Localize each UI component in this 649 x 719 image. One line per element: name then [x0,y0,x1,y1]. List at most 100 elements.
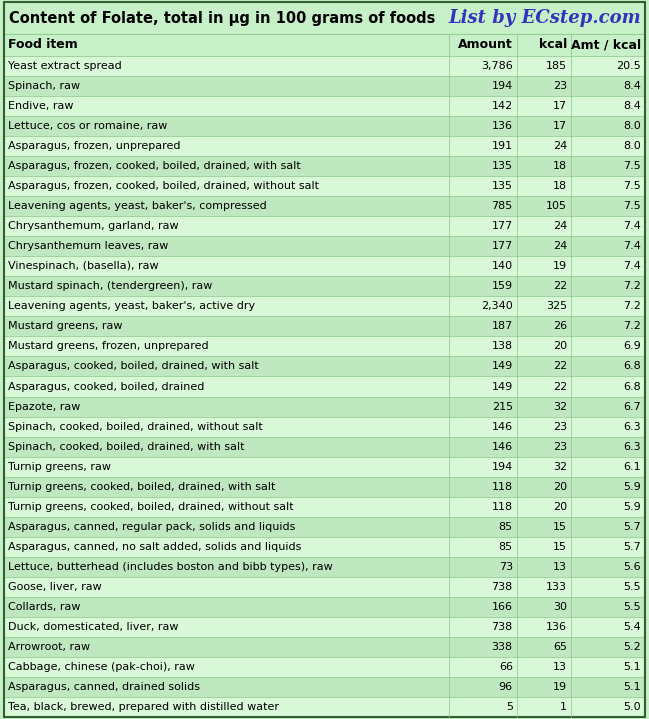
Bar [4,96,645,116]
Text: Mustard spinach, (tendergreen), raw: Mustard spinach, (tendergreen), raw [8,281,212,291]
Text: 146: 146 [492,441,513,452]
Text: 142: 142 [491,101,513,111]
Text: Goose, liver, raw: Goose, liver, raw [8,582,102,592]
Text: 5.6: 5.6 [624,562,641,572]
Bar [4,436,645,457]
Bar [4,577,645,597]
Text: Collards, raw: Collards, raw [8,602,80,612]
Text: Leavening agents, yeast, baker's, compressed: Leavening agents, yeast, baker's, compre… [8,201,267,211]
Bar [4,136,645,156]
Text: 7.5: 7.5 [623,201,641,211]
Bar [4,256,645,276]
Text: 5.7: 5.7 [623,541,641,551]
Text: 22: 22 [553,362,567,372]
Bar [4,477,645,497]
Text: 30: 30 [554,602,567,612]
Text: 185: 185 [546,61,567,71]
Text: 65: 65 [554,642,567,652]
Text: 24: 24 [553,221,567,232]
Text: 105: 105 [546,201,567,211]
Bar [4,677,645,697]
Text: Asparagus, cooked, boiled, drained: Asparagus, cooked, boiled, drained [8,382,204,392]
Text: 32: 32 [553,462,567,472]
Text: 85: 85 [498,541,513,551]
Text: Spinach, cooked, boiled, drained, with salt: Spinach, cooked, boiled, drained, with s… [8,441,245,452]
Text: 149: 149 [491,382,513,392]
Text: 13: 13 [554,662,567,672]
Text: 6.7: 6.7 [623,401,641,411]
Text: 135: 135 [492,181,513,191]
Text: 194: 194 [491,462,513,472]
Text: 85: 85 [498,522,513,532]
Text: 166: 166 [492,602,513,612]
Text: Amount: Amount [458,39,513,52]
Bar [4,336,645,357]
Text: 3,786: 3,786 [481,61,513,71]
Text: 133: 133 [546,582,567,592]
Bar [4,597,645,617]
Text: Amt / kcal: Amt / kcal [571,39,641,52]
Bar [4,517,645,536]
Bar [4,34,645,56]
Text: 5.2: 5.2 [623,642,641,652]
Text: Mustard greens, raw: Mustard greens, raw [8,321,123,331]
Text: Turnip greens, cooked, boiled, drained, with salt: Turnip greens, cooked, boiled, drained, … [8,482,275,492]
Text: 6.1: 6.1 [624,462,641,472]
Bar [4,296,645,316]
Bar [4,637,645,657]
Text: Lettuce, butterhead (includes boston and bibb types), raw: Lettuce, butterhead (includes boston and… [8,562,333,572]
Text: 15: 15 [554,541,567,551]
Text: 6.8: 6.8 [623,382,641,392]
Text: 17: 17 [553,101,567,111]
Text: 1: 1 [560,702,567,712]
Text: 146: 146 [492,421,513,431]
Text: Asparagus, canned, regular pack, solids and liquids: Asparagus, canned, regular pack, solids … [8,522,295,532]
Text: Arrowroot, raw: Arrowroot, raw [8,642,90,652]
Text: 8.4: 8.4 [623,81,641,91]
Text: 325: 325 [546,301,567,311]
Text: 136: 136 [546,622,567,632]
Text: Chrysanthemum leaves, raw: Chrysanthemum leaves, raw [8,242,168,251]
Text: 8.0: 8.0 [623,141,641,151]
Text: 20: 20 [553,482,567,492]
Bar [4,416,645,436]
Text: 7.5: 7.5 [623,161,641,171]
Text: 191: 191 [492,141,513,151]
Text: 5.9: 5.9 [623,482,641,492]
Bar [4,377,645,396]
Text: 73: 73 [498,562,513,572]
Text: 22: 22 [553,281,567,291]
Text: 7.4: 7.4 [623,242,641,251]
Text: 5.9: 5.9 [623,502,641,512]
Text: 6.9: 6.9 [623,342,641,352]
Text: 13: 13 [554,562,567,572]
Text: 5.5: 5.5 [624,582,641,592]
Text: 24: 24 [553,141,567,151]
Text: Food item: Food item [8,39,78,52]
Text: 2,340: 2,340 [481,301,513,311]
Text: 135: 135 [492,161,513,171]
Text: 5.1: 5.1 [624,682,641,692]
Bar [4,657,645,677]
Text: 8.0: 8.0 [623,121,641,131]
Text: 20.5: 20.5 [617,61,641,71]
Text: 5.7: 5.7 [623,522,641,532]
Text: 138: 138 [492,342,513,352]
Text: 140: 140 [492,261,513,271]
Bar [4,56,645,76]
Text: 18: 18 [553,161,567,171]
Text: Mustard greens, frozen, unprepared: Mustard greens, frozen, unprepared [8,342,208,352]
Text: 66: 66 [499,662,513,672]
Text: Leavening agents, yeast, baker's, active dry: Leavening agents, yeast, baker's, active… [8,301,255,311]
Text: 187: 187 [491,321,513,331]
Text: Turnip greens, raw: Turnip greens, raw [8,462,111,472]
Text: 18: 18 [553,181,567,191]
Text: 20: 20 [553,502,567,512]
Text: Asparagus, canned, drained solids: Asparagus, canned, drained solids [8,682,200,692]
Text: 215: 215 [492,401,513,411]
Text: 15: 15 [554,522,567,532]
Bar [4,536,645,557]
Text: Turnip greens, cooked, boiled, drained, without salt: Turnip greens, cooked, boiled, drained, … [8,502,293,512]
Text: 19: 19 [553,261,567,271]
Text: Tea, black, brewed, prepared with distilled water: Tea, black, brewed, prepared with distil… [8,702,279,712]
